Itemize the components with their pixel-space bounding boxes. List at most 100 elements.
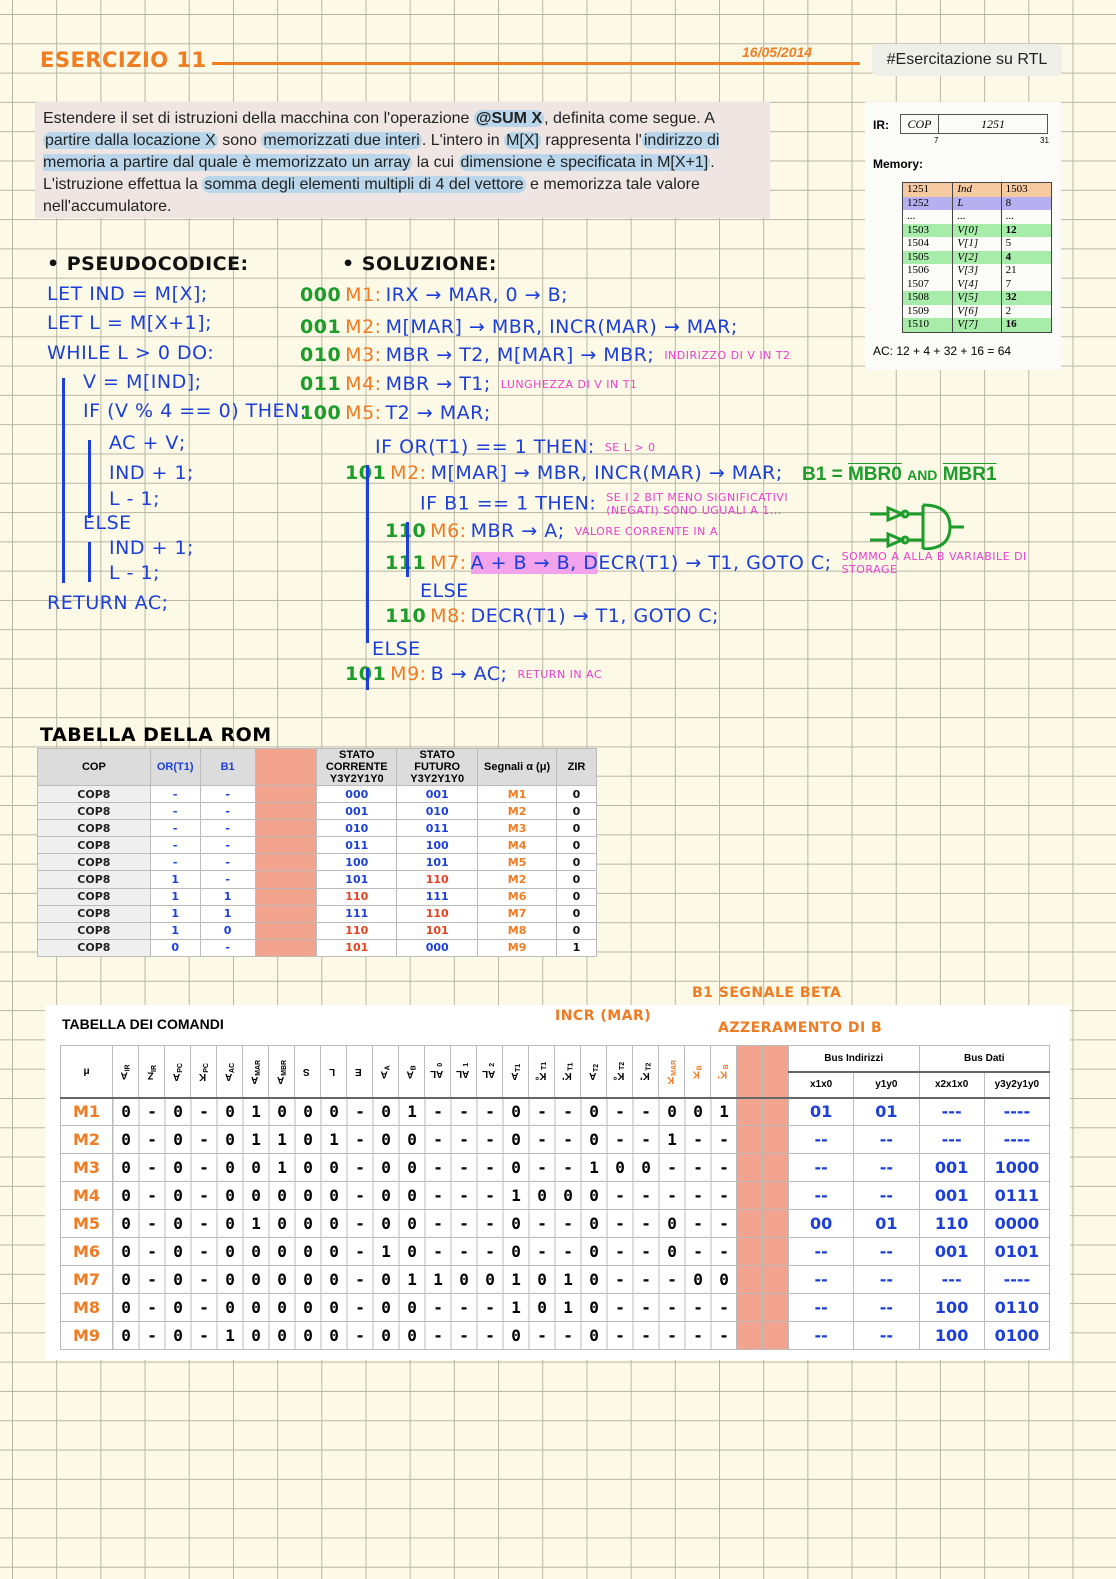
micro-op-label: M4: xyxy=(345,373,382,395)
pad-cell xyxy=(762,1097,789,1126)
command-row: M7 0-0-00000-011001010---00 -- -- --- ---- xyxy=(60,1265,1051,1294)
state-code: 000 xyxy=(300,284,342,306)
pad-cell xyxy=(736,1265,763,1294)
comment: VALORE CORRENTE IN A xyxy=(574,525,718,538)
solution-line: 010 M3: MBR → T2, M[MAR] → MBR; INDIRIZZO D… xyxy=(300,344,791,366)
rom-signal: M5 xyxy=(477,853,558,872)
signal-header: AT1 xyxy=(502,1045,529,1099)
signal-base: AL xyxy=(455,1067,470,1079)
rom-cop: COP8 xyxy=(37,802,151,821)
signal-name: AT2 xyxy=(587,1064,600,1081)
memory-value: 32 xyxy=(1000,291,1052,305)
bus-value: 00 xyxy=(787,1209,855,1238)
memory-symbol: V[4] xyxy=(952,277,1002,291)
signal-values: 0-0-01101-00---0--0--1-- xyxy=(112,1125,737,1154)
memory-value: 21 xyxy=(1000,264,1052,278)
pseudocode-line: L - 1; xyxy=(109,488,161,510)
highlighted-text: somma degli elementi multipli di 4 del v… xyxy=(202,176,526,193)
mu-label: M2 xyxy=(60,1125,113,1154)
bus-value: 1000 xyxy=(983,1153,1051,1182)
solution-line: 110M6:MBR → A; VALORE CORRENTE IN A xyxy=(385,520,718,542)
pad-cell xyxy=(736,1153,763,1182)
topic-tag[interactable]: #Esercitazione su RTL xyxy=(872,44,1062,76)
micro-op-label: M5: xyxy=(345,402,382,424)
bus-value: 001 xyxy=(918,1237,985,1266)
bus-value: 100 xyxy=(918,1293,985,1322)
signal-base: K° xyxy=(612,1069,625,1081)
rom-next-state: 110 xyxy=(396,904,479,923)
rom-signal: M2 xyxy=(477,870,558,889)
memory-address: 1509 xyxy=(907,304,929,317)
mu-label: M3 xyxy=(60,1153,113,1182)
rom-row: COP8- -001 010 M2 0 xyxy=(37,802,597,821)
rom-cop: COP8 xyxy=(37,870,151,889)
command-row: M9 0-0-10000-00---0--0----- -- -- 100 0100 xyxy=(60,1321,1051,1350)
memory-value: 8 xyxy=(1000,196,1052,210)
signal-base: K' xyxy=(561,1069,572,1081)
pseudocode-line: let IND = M[X]; xyxy=(47,283,208,305)
memory-symbol: V[6] xyxy=(952,304,1002,318)
rom-or-t1: - xyxy=(149,802,201,821)
rom-beta: 1 xyxy=(199,904,256,923)
problem-text: . L'intero in xyxy=(421,132,505,149)
signal-base: K xyxy=(692,1068,701,1080)
rom-cop: COP8 xyxy=(37,784,151,804)
signal-base: K° xyxy=(534,1069,547,1081)
mu-label: M9 xyxy=(60,1321,113,1350)
memory-value: 4 xyxy=(1000,250,1052,264)
rom-signal: M2 xyxy=(477,802,558,821)
signal-name: AMAR xyxy=(249,1060,262,1085)
bus-value: ---- xyxy=(983,1125,1051,1154)
memory-address: 1504 xyxy=(907,237,929,249)
rom-current-state: 101 xyxy=(316,938,398,957)
rom-beta: - xyxy=(199,853,256,872)
title-underline xyxy=(212,62,860,65)
rom-row: COP8 1 1 110 111 M6 0 xyxy=(37,887,597,906)
signal-name: APC xyxy=(171,1063,184,1082)
annotation-reset-b: AZZERAMENTO DI B xyxy=(718,1020,883,1036)
signal-header: KB xyxy=(684,1045,711,1099)
memory-address: 1503 xyxy=(907,223,929,236)
rom-cop: COP8 xyxy=(37,938,151,957)
rom-zir: 0 xyxy=(556,802,597,821)
signal-header: KMAR xyxy=(658,1045,685,1099)
memory-address: 1506 xyxy=(907,264,929,276)
bus-value: 01 xyxy=(853,1097,920,1126)
signal-sub: 2 xyxy=(489,1062,496,1067)
problem-statement: Estendere il set di istruzioni della mac… xyxy=(35,102,770,218)
rom-header: B1 xyxy=(199,748,256,786)
state-code: 111 xyxy=(385,552,426,574)
memory-row: 1509 V[6] 2 xyxy=(903,304,1052,318)
rom-header: STATO FUTURO Y3Y2Y1Y0 xyxy=(396,748,479,786)
rom-header: COP xyxy=(37,748,151,786)
command-row: M1 0-0-01000-01---0--0--001 01 01 --- ---- xyxy=(60,1097,1051,1126)
rom-current-state: 010 xyxy=(316,819,398,838)
rom-signal: M7 xyxy=(477,904,558,923)
rom-signal: M3 xyxy=(477,819,558,838)
if-block-bar xyxy=(88,440,91,518)
solution-line: 100 M5: T2 → MAR; xyxy=(300,402,491,424)
signal-name: E xyxy=(353,1066,366,1077)
highlighted-text: partire dalla locazione X xyxy=(43,132,218,149)
signal-header: AA xyxy=(372,1045,399,1099)
bus-value: ---- xyxy=(983,1265,1051,1294)
beta-lhs: B1 = xyxy=(802,464,843,485)
pad-cell xyxy=(762,1125,789,1154)
micro-op-label: M2: xyxy=(390,462,427,484)
bus-value: 0101 xyxy=(983,1237,1051,1266)
bus-value: 01 xyxy=(853,1209,920,1238)
memory-row: 1505 V[2] 4 xyxy=(902,250,1052,264)
pad-column xyxy=(762,1045,789,1099)
rom-beta: - xyxy=(199,870,256,889)
rom-zir: 0 xyxy=(556,870,597,889)
signal-name: KPC xyxy=(197,1063,210,1082)
signal-base: A xyxy=(172,1070,181,1082)
pseudocode-line: V = M[IND]; xyxy=(83,371,202,393)
problem-text: . L'istruzione effettua la xyxy=(43,154,715,193)
signal-header: AB xyxy=(398,1045,425,1099)
rom-or-t1: 1 xyxy=(149,870,201,889)
ir-address: 1251 xyxy=(981,117,1005,131)
exercise-title: ESERCIZIO 11 xyxy=(40,48,207,72)
problem-text: la cui xyxy=(412,154,459,171)
rom-current-state: 100 xyxy=(316,853,398,872)
